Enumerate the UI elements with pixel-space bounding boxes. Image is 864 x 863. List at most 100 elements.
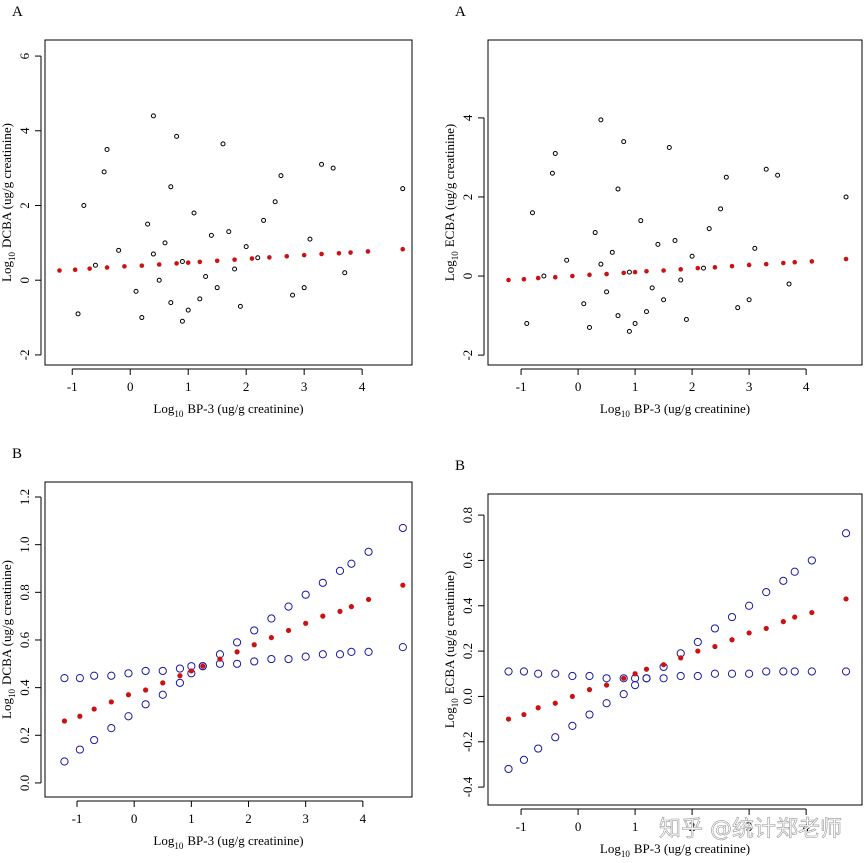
data-point xyxy=(150,113,156,119)
fitted-point xyxy=(214,258,220,264)
data-point xyxy=(158,666,167,676)
data-point xyxy=(718,206,724,212)
data-point xyxy=(75,674,84,683)
data-point xyxy=(156,277,162,283)
data-point xyxy=(585,710,594,719)
data-point xyxy=(841,529,851,538)
data-point xyxy=(220,141,226,147)
fitted-point xyxy=(348,604,355,610)
data-point xyxy=(250,657,259,666)
fitted-point xyxy=(746,630,752,636)
fitted-point xyxy=(197,259,203,265)
data-point xyxy=(592,230,598,236)
y-axis-label: Log10 ECBA (ug/g creatinine) xyxy=(442,124,460,281)
fitted-point xyxy=(843,256,849,262)
data-point xyxy=(790,567,799,576)
data-point xyxy=(92,262,98,268)
fitted-point xyxy=(632,269,638,275)
data-point xyxy=(689,253,695,259)
data-point xyxy=(775,172,781,178)
data-point xyxy=(398,523,407,533)
data-point xyxy=(586,324,592,330)
plot-box xyxy=(487,39,863,366)
data-point xyxy=(551,733,560,742)
data-point xyxy=(162,240,168,246)
data-point xyxy=(642,674,651,683)
fitted-point xyxy=(268,634,274,641)
x-axis-label-sub: 10 xyxy=(174,841,184,851)
fitted-point xyxy=(603,682,610,688)
fitted-point xyxy=(746,262,752,268)
fitted-point xyxy=(188,668,194,674)
data-point xyxy=(364,647,373,656)
x-tick-label: -1 xyxy=(67,379,78,394)
data-point xyxy=(179,318,185,324)
fitted-point xyxy=(695,648,701,654)
fitted-point xyxy=(729,263,735,269)
data-point xyxy=(330,165,336,171)
data-point xyxy=(250,626,259,635)
data-point xyxy=(124,669,133,678)
fitted-point xyxy=(586,687,593,693)
data-point xyxy=(107,671,116,680)
data-point xyxy=(615,313,621,319)
data-point xyxy=(101,169,107,175)
data-point xyxy=(168,184,174,190)
data-point xyxy=(158,690,167,699)
data-point xyxy=(232,638,242,647)
x-tick-label: 0 xyxy=(131,811,138,826)
data-point xyxy=(723,174,729,180)
x-axis-label-part: Log xyxy=(600,841,621,856)
data-point xyxy=(226,229,232,235)
data-point xyxy=(179,259,185,265)
fitted-point xyxy=(695,265,701,271)
fitted-point xyxy=(249,256,255,261)
y-axis-label-sub: 10 xyxy=(450,251,460,261)
y-tick-label: 0.0 xyxy=(460,688,475,704)
fitted-point xyxy=(217,656,223,662)
y-tick-label: -0.4 xyxy=(460,776,475,797)
data-point xyxy=(318,578,327,587)
fitted-point xyxy=(232,257,237,262)
fitted-point xyxy=(792,614,798,620)
x-tick-label: 4 xyxy=(803,819,810,834)
data-point xyxy=(727,612,737,622)
data-point xyxy=(632,320,638,326)
x-tick-label: -1 xyxy=(516,379,527,394)
data-point xyxy=(364,547,373,556)
data-point xyxy=(745,601,754,610)
x-tick-label: 1 xyxy=(188,811,195,826)
data-point xyxy=(335,650,345,659)
fitted-point xyxy=(400,582,406,588)
fitted-point xyxy=(780,619,786,625)
fitted-point xyxy=(185,260,191,265)
data-point xyxy=(683,317,689,323)
x-axis-label: Log10 BP-3 (ug/g creatinine) xyxy=(153,401,303,419)
fitted-point xyxy=(319,251,324,257)
data-point xyxy=(615,186,621,192)
data-point xyxy=(347,647,356,656)
x-tick-label: 2 xyxy=(245,811,252,826)
y-axis-label-part: ECBA (ug/g creatinine) xyxy=(442,124,457,247)
data-point xyxy=(145,221,151,227)
x-axis-label-part: BP-3 (ug/g creatinine) xyxy=(634,401,750,416)
y-tick-label: 0.8 xyxy=(17,584,32,600)
x-tick-label: 1 xyxy=(185,379,192,394)
fitted-point xyxy=(660,662,667,668)
fitted-point xyxy=(348,250,353,255)
data-point xyxy=(621,139,627,145)
fitted-point xyxy=(792,259,798,265)
y-axis-label-part: ECBA (ug/g creatinine) xyxy=(442,571,457,694)
x-axis-label-part: Log xyxy=(153,401,174,416)
fitted-point xyxy=(337,608,343,614)
y-tick-label: 0.6 xyxy=(460,552,475,569)
panel-label: B xyxy=(455,458,465,474)
x-tick-label: -1 xyxy=(72,811,83,826)
data-point xyxy=(541,273,547,279)
y-tick-label: 0.2 xyxy=(17,727,32,743)
data-point xyxy=(529,210,535,216)
data-point xyxy=(727,669,737,678)
data-point xyxy=(519,755,529,764)
data-point xyxy=(203,273,209,279)
data-point xyxy=(175,678,185,687)
